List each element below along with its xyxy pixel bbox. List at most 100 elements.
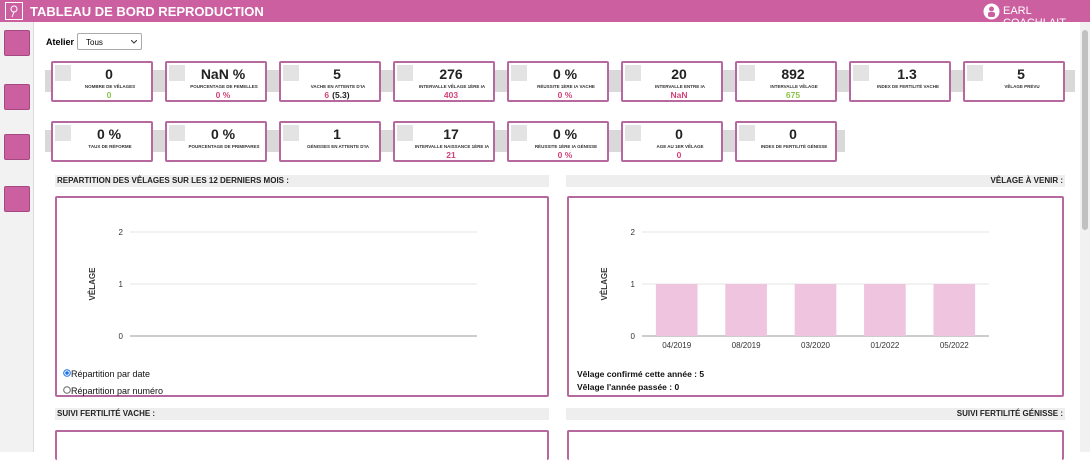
- kpi-icon: [283, 65, 299, 81]
- kpi-card: 0 % RÉUSSITE 1ÈRE IA GÉNISSE 0 %: [507, 121, 609, 162]
- chart-panel: Répartition par date Répartition par num…: [55, 196, 549, 397]
- kpi-label: INTERVALLE ENTRE IA: [654, 84, 706, 89]
- y-axis-label: VÊLAGE: [88, 267, 97, 301]
- kpi-card: 0 INDEX DE FERTILITÉ GÉNISSE: [735, 121, 837, 162]
- kpi-label: INDEX DE FERTILITÉ VACHE: [877, 84, 939, 89]
- kpi-sub-value: 21: [446, 150, 456, 160]
- x-tick-label: 05/2022: [940, 341, 969, 350]
- kpi-card: 0 % TAUX DE RÉFORME: [51, 121, 153, 162]
- kpi-label: POURCENTAGE DE FEMELLES: [190, 84, 258, 89]
- kpi-card: 276 INTERVALLE VÊLAGE 1ÈRE IA 403: [393, 61, 495, 102]
- kpi-icon: [397, 125, 413, 141]
- y-tick-label: 1: [119, 280, 124, 289]
- kpi-label: VACHE EN ATTENTE D'IA: [310, 84, 366, 89]
- kpi-label: INTERVALLE VÊLAGE 1ÈRE IA: [418, 84, 486, 89]
- chart-panel: [567, 430, 1064, 460]
- kpi-card: 0 % RÉUSSITE 1ÈRE IA VACHE 0 %: [507, 61, 609, 102]
- radio-option[interactable]: Répartition par date: [63, 369, 150, 379]
- kpi-sub: 0 %: [527, 90, 603, 100]
- bar: [794, 284, 837, 336]
- note: Vêlage l'année passée : 0: [577, 382, 680, 392]
- scroll-thumb[interactable]: [1082, 30, 1088, 230]
- kpi-value: 0 %: [552, 126, 578, 142]
- kpi-sub-value: 0 %: [557, 90, 573, 100]
- bar: [864, 284, 906, 336]
- kpi-label: NOMBRE DE VÊLAGES: [84, 84, 136, 89]
- y-axis-label: VÊLAGE: [600, 267, 609, 301]
- bar: [725, 284, 767, 336]
- kpi-card: 0 AGE AU 1ER VÊLAGE 0: [621, 121, 723, 162]
- kpi-icon: [283, 125, 299, 141]
- kpi-value: 276: [439, 66, 463, 82]
- kpi-value: 17: [443, 126, 459, 142]
- kpi-sub-extra: (5.3): [332, 90, 350, 100]
- chart: 0 1 2 VÊLAGE 04/2019 08/2019 03/2020 01/2022 05/…: [600, 228, 989, 350]
- y-tick-label: 2: [119, 228, 124, 237]
- kpi-sub: 0 %: [185, 90, 261, 100]
- radio[interactable]: [63, 386, 71, 394]
- kpi-card: 17 INTERVALLE NAISSANCE 1ÈRE IA 21: [393, 121, 495, 162]
- kpi-icon: [55, 65, 71, 81]
- kpi-card: 20 INTERVALLE ENTRE IA NaN: [621, 61, 723, 102]
- page-title: TABLEAU DE BORD REPRODUCTION: [30, 4, 264, 19]
- kpi-sub-value: 675: [785, 90, 801, 100]
- radio[interactable]: [63, 369, 71, 377]
- kpi-label: INTERVALLE NAISSANCE 1ÈRE IA: [414, 144, 490, 149]
- kpi-label: VÊLAGE PRÉVU: [1004, 84, 1040, 89]
- nav-stats[interactable]: [4, 84, 30, 110]
- top-bar: TABLEAU DE BORD REPRODUCTION EARL COACHL…: [0, 0, 1090, 29]
- kpi-sub: 21: [413, 150, 489, 160]
- kpi-icon: [169, 65, 185, 81]
- kpi-sub-value: 0 %: [215, 90, 231, 100]
- kpi-value: 5: [333, 66, 341, 82]
- nav-add[interactable]: [4, 186, 30, 212]
- kpi-sub-value: 0 %: [557, 150, 573, 160]
- kpi-sub: 0: [71, 90, 147, 100]
- nav-dashboard[interactable]: [4, 30, 30, 56]
- section-header: SUIVI FERTILITÉ GÉNISSE :: [566, 408, 1065, 420]
- user-name[interactable]: EARL COACHLAIT: [1003, 5, 1066, 29]
- app-icon[interactable]: [5, 2, 23, 20]
- kpi-value: 0: [105, 66, 113, 82]
- kpi-card: 1 GÉNISSES EN ATTENTE D'IA: [279, 121, 381, 162]
- kpi-label: POURCENTAGE DE PRIMIPARES: [188, 144, 260, 149]
- kpi-icon: [853, 65, 869, 81]
- nav-herd[interactable]: [4, 134, 30, 160]
- bar: [933, 284, 976, 336]
- radio-label: Répartition par numéro: [71, 386, 164, 396]
- x-tick-label: 03/2020: [801, 341, 830, 350]
- kpi-value: NaN %: [200, 66, 246, 82]
- kpi-icon: [55, 125, 71, 141]
- kpi-sub-value: 0: [106, 90, 112, 100]
- kpi-value: 1.3: [897, 66, 917, 82]
- y-tick-label: 0: [119, 332, 124, 341]
- kpi-card: NaN % POURCENTAGE DE FEMELLES 0 %: [165, 61, 267, 102]
- kpi-sub: 6 (5.3): [299, 90, 375, 100]
- kpi-value: 1: [333, 126, 341, 142]
- section-header: SUIVI FERTILITÉ VACHE :: [55, 408, 549, 420]
- dropdown-arrow: [131, 40, 137, 44]
- scrollbar[interactable]: [1080, 22, 1090, 452]
- kpi-value: 5: [1017, 66, 1025, 82]
- kpi-card: 0 % POURCENTAGE DE PRIMIPARES: [165, 121, 267, 162]
- kpi-card: 892 INTERVALLE VÊLAGE 675: [735, 61, 837, 102]
- kpi-icon: [625, 125, 641, 141]
- user-icon[interactable]: [983, 3, 1000, 20]
- kpi-sub: 0 %: [527, 150, 603, 160]
- kpi-value: 0: [675, 126, 683, 142]
- radio-label: Répartition par date: [71, 369, 151, 379]
- kpi-label: INTERVALLE VÊLAGE: [770, 84, 818, 89]
- kpi-label: TAUX DE RÉFORME: [88, 144, 132, 149]
- y-tick-label: 1: [631, 280, 636, 289]
- kpi-icon: [397, 65, 413, 81]
- kpi-label: RÉUSSITE 1ÈRE IA GÉNISSE: [534, 144, 598, 149]
- kpi-icon: [511, 65, 527, 81]
- kpi-label: INDEX DE FERTILITÉ GÉNISSE: [760, 144, 828, 149]
- kpi-icon: [511, 125, 527, 141]
- filter-select[interactable]: Tous: [77, 33, 142, 50]
- kpi-icon: [739, 125, 755, 141]
- y-tick-label: 2: [631, 228, 636, 237]
- kpi-value: 0 %: [552, 66, 578, 82]
- radio-option[interactable]: Répartition par numéro: [63, 386, 163, 396]
- kpi-icon: [739, 65, 755, 81]
